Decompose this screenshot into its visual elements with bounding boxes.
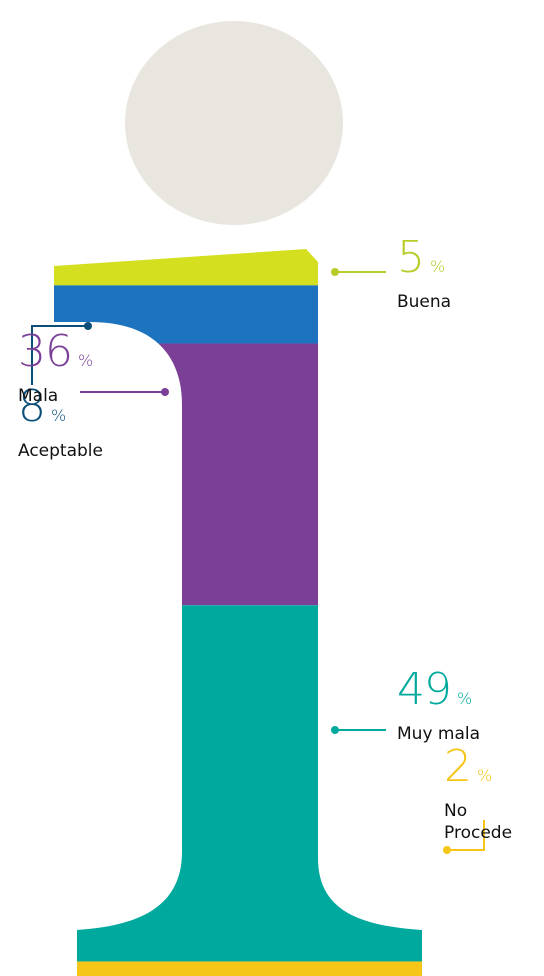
value-label: 49% [397,668,537,721]
label: 2% No Procede [444,745,534,844]
value-label: 36% [18,330,158,383]
value: 2 [444,741,472,792]
segment [54,961,422,976]
leader-dot [331,268,339,276]
label: 49% Muy mala [397,668,537,745]
leader-dot [161,388,169,396]
i-dot [125,21,343,225]
leader-dot [331,726,339,734]
value-label: 8% [18,385,158,438]
leader-line [447,820,485,851]
value: 5 [397,232,425,283]
unit: % [430,257,445,276]
label: 8% Aceptable [18,385,158,462]
leader-dot [84,322,92,330]
unit: % [457,689,472,708]
leader-line [31,325,88,385]
leaders [31,268,485,854]
value-label: 5% [397,236,517,289]
category-label: No Procede [444,801,513,843]
category-label: Mala [18,386,59,406]
category-label: Buena [397,292,452,312]
unit: % [78,351,93,370]
category-label: Muy mala [397,724,481,744]
category-label: Aceptable [18,441,103,461]
label: 5% Buena [397,236,517,313]
leader-dot [443,846,451,854]
unit: % [477,766,492,785]
value: 36 [18,326,73,377]
value: 8 [18,381,46,432]
value: 49 [397,664,452,715]
unit: % [51,406,66,425]
value-label: 2% [444,745,534,798]
label: 36% Mala [18,330,158,407]
